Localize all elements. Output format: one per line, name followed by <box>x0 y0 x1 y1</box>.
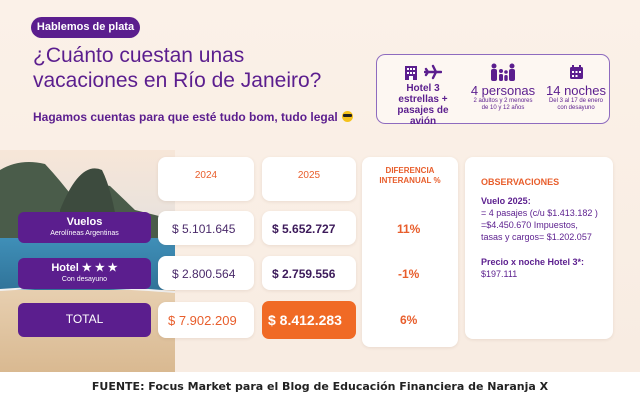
info-nights: 14 noches Del 3 al 17 de enero con desay… <box>545 61 607 112</box>
sunglasses-emoji-icon <box>341 111 353 122</box>
trip-info-box: Hotel 3 estrellas + pasajes de avión 4 p… <box>376 54 610 127</box>
hotel-icon <box>405 66 417 80</box>
col-header-diff: DIFERENCIA INTERANUAL % <box>362 166 458 186</box>
observations-line3: tasas y cargos= $1.202.057 <box>481 232 592 242</box>
cell-hotel-2025 <box>262 256 356 290</box>
row-vuelos-subtitle: Aerolíneas Argentinas <box>50 230 119 237</box>
row-hotel-title: Hotel ★ ★ ★ <box>51 262 118 274</box>
value-vuelos-2024: $ 5.101.645 <box>172 222 236 236</box>
airplane-icon <box>424 64 442 80</box>
info-hotel: Hotel 3 estrellas + pasajes de avión <box>385 61 461 127</box>
page-title: ¿Cuánto cuestan unas vacaciones en Río d… <box>33 44 322 92</box>
row-vuelos-title: Vuelos <box>66 216 103 228</box>
info-people: 4 personas 2 adultos y 2 menores de 10 y… <box>463 61 543 112</box>
cell-vuelos-2024 <box>158 211 254 245</box>
value-hotel-2025: $ 2.759.556 <box>272 267 336 281</box>
observations-hotel-value: $197.111 <box>481 269 518 279</box>
subtitle: Hagamos cuentas para que esté tudo bom, … <box>33 110 353 124</box>
row-label-vuelos: Vuelos Aerolíneas Argentinas <box>18 212 151 243</box>
nights-detail1: Del 3 al 17 de enero <box>548 98 604 104</box>
nights-count: 14 noches <box>546 83 606 98</box>
hotel-line2: pasajes de avión <box>397 105 449 127</box>
hotel-line1: Hotel 3 estrellas + <box>398 83 448 105</box>
value-hotel-2024: $ 2.800.564 <box>172 267 236 281</box>
col-header-2025: 2025 <box>297 170 321 181</box>
total-2025-highlight <box>262 301 356 339</box>
infographic: Hablemos de plata ¿Cuánto cuestan unas v… <box>0 0 640 372</box>
observations-line2: =$4.450.670 Impuestos, <box>481 220 578 230</box>
observations-title: OBSERVACIONES <box>481 177 560 187</box>
observations-heading: Vuelo 2025: <box>481 196 531 206</box>
col-header-2024: 2024 <box>194 170 218 181</box>
value-vuelos-diff: 11% <box>397 222 421 236</box>
people-detail2: de 10 y 12 años <box>481 105 525 111</box>
observations-line1: = 4 pasajes (c/u $1.413.182 ) <box>481 208 598 218</box>
people-count: 4 personas <box>470 83 536 98</box>
row-label-total: TOTAL <box>18 303 151 337</box>
diff-column-card <box>362 157 458 347</box>
cell-vuelos-2025 <box>262 211 356 245</box>
header-card-2024 <box>158 157 254 201</box>
value-total-2025: $ 8.412.283 <box>268 312 342 328</box>
header-card-2025 <box>262 157 356 201</box>
row-total-title: TOTAL <box>65 312 104 326</box>
observations-card <box>465 157 613 339</box>
observations-hotel-heading: Precio x noche Hotel 3*: <box>481 257 585 267</box>
col-header-diff-line1: DIFERENCIA <box>385 166 435 175</box>
cell-total-2024 <box>158 302 254 338</box>
section-tag: Hablemos de plata <box>31 17 140 38</box>
calendar-icon <box>569 65 583 79</box>
family-icon <box>491 63 515 81</box>
cell-hotel-2024 <box>158 256 254 290</box>
subtitle-text: Hagamos cuentas para que esté tudo bom, … <box>33 110 338 124</box>
people-detail1: 2 adultos y 2 menores <box>473 98 533 104</box>
row-hotel-subtitle: Con desayuno <box>61 276 108 283</box>
row-label-hotel: Hotel ★ ★ ★ Con desayuno <box>18 258 151 289</box>
nights-detail2: con desayuno <box>557 105 595 111</box>
source-caption: FUENTE: Focus Market para el Blog de Edu… <box>91 380 549 393</box>
value-total-diff: 6% <box>400 313 418 327</box>
value-total-2024: $ 7.902.209 <box>168 313 237 328</box>
value-vuelos-2025: $ 5.652.727 <box>272 222 336 236</box>
col-header-diff-line2: INTERANUAL % <box>379 176 441 185</box>
value-hotel-diff: -1% <box>398 267 420 281</box>
